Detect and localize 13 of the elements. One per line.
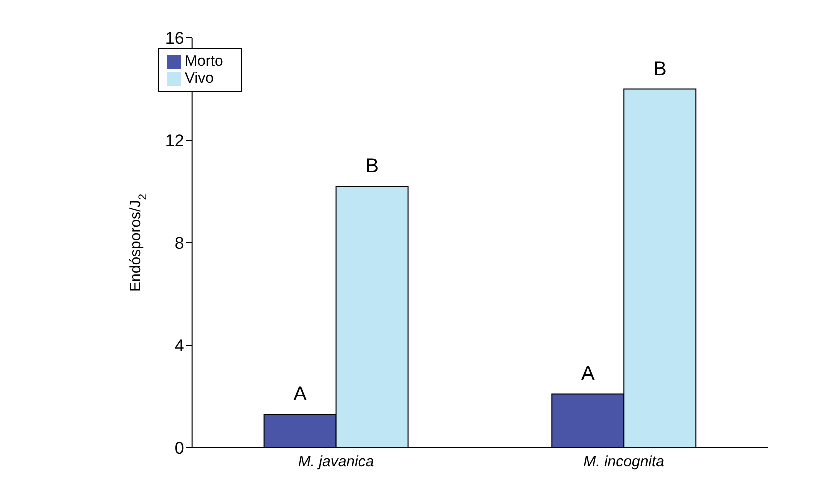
y-tick-label: 4 [174,336,184,356]
y-tick-label: 12 [165,132,184,151]
legend-label: Morto [185,53,224,70]
x-tick-label: M. javanica [298,454,374,471]
y-tick-label: 8 [174,234,184,254]
data-label: A [581,363,596,386]
data-label: B [653,58,667,80]
y-tick-label: 16 [165,29,184,48]
data-label: A [294,384,308,406]
y-tick-label: 0 [174,439,184,458]
legend-label: Vivo [185,70,214,87]
data-label: B [366,156,379,178]
x-tick-label: M. incognita [584,454,665,471]
